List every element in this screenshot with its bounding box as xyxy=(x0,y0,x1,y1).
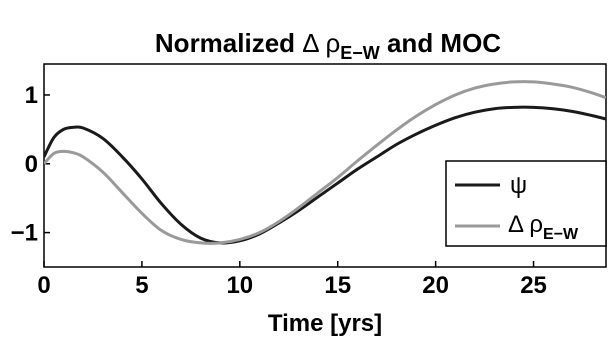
series-line-delta-rho xyxy=(44,80,606,245)
y-tick-label: 1 xyxy=(25,82,38,109)
y-tick-label: −1 xyxy=(11,220,38,247)
legend-label-delta-rho-main: Δ ρ xyxy=(508,211,543,238)
x-tick-label: 10 xyxy=(226,272,253,299)
chart-title-symbol: Δ ρ xyxy=(302,28,340,58)
chart-title-prefix: Normalized xyxy=(155,28,302,58)
series-line-psi xyxy=(44,105,606,245)
chart-title: Normalized Δ ρE−W and MOC xyxy=(155,28,501,63)
x-tick-label: 25 xyxy=(520,272,547,299)
series-lines xyxy=(44,80,606,245)
legend-label-psi: ψ xyxy=(510,172,527,199)
x-axis-label: Time [yrs] xyxy=(268,310,382,337)
legend: ψ Δ ρE−W xyxy=(445,160,607,247)
plot-area: 0 5 10 15 20 25 −1 0 1 xyxy=(11,63,607,299)
chart-title-suffix: and MOC xyxy=(380,28,502,58)
y-tick-label: 0 xyxy=(25,151,38,178)
chart-title-subscript: E−W xyxy=(340,43,380,63)
x-tick-label: 0 xyxy=(37,272,50,299)
axis-ticks: 0 5 10 15 20 25 −1 0 1 xyxy=(11,82,547,299)
legend-label-delta-rho-subscript: E−W xyxy=(543,226,579,243)
legend-label-delta-rho: Δ ρE−W xyxy=(508,211,579,243)
x-tick-label: 20 xyxy=(422,272,449,299)
legend-box xyxy=(445,160,607,247)
x-tick-label: 15 xyxy=(324,272,351,299)
x-tick-label: 5 xyxy=(135,272,148,299)
